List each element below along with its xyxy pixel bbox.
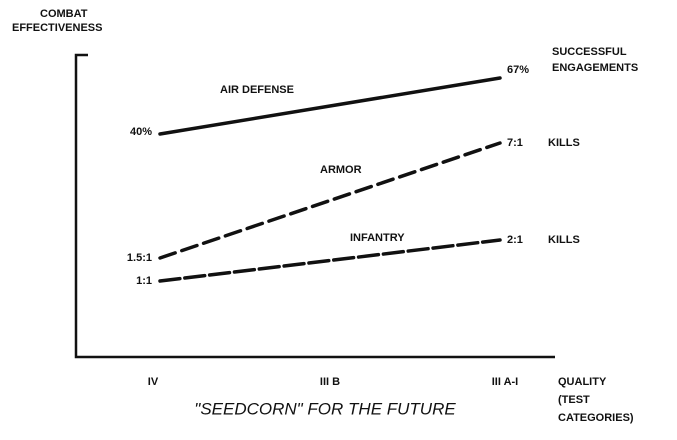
series-name: INFANTRY (350, 232, 405, 244)
series-name: AIR DEFENSE (220, 84, 294, 96)
start-label: 1.5:1 (127, 252, 152, 264)
x-axis-label: QUALITY (558, 376, 607, 388)
end-label: 67% (507, 64, 529, 76)
x-tick-label: III B (320, 376, 340, 388)
x-axis-label: CATEGORIES) (558, 412, 634, 424)
start-label: 40% (130, 126, 152, 138)
y-axis-label: EFFECTIVENESS (12, 22, 102, 34)
start-label: 1:1 (136, 275, 152, 287)
x-axis-label: (TEST (558, 394, 590, 406)
armor-line (158, 141, 502, 260)
unit-label: ENGAGEMENTS (552, 62, 638, 74)
infantry-line (158, 238, 502, 283)
unit-label: SUCCESSFUL (552, 46, 627, 58)
x-tick-label: III A-I (492, 376, 518, 388)
end-label: 7:1 (507, 137, 523, 149)
unit-label: KILLS (548, 137, 580, 149)
air-defense-line (158, 76, 502, 136)
x-tick-label: IV (148, 376, 159, 388)
axes (74, 53, 555, 359)
series-name: ARMOR (320, 164, 362, 176)
caption: "SEEDCORN" FOR THE FUTURE (194, 399, 456, 418)
end-label: 2:1 (507, 234, 523, 246)
unit-label: KILLS (548, 234, 580, 246)
y-axis-label: COMBAT (40, 8, 88, 20)
